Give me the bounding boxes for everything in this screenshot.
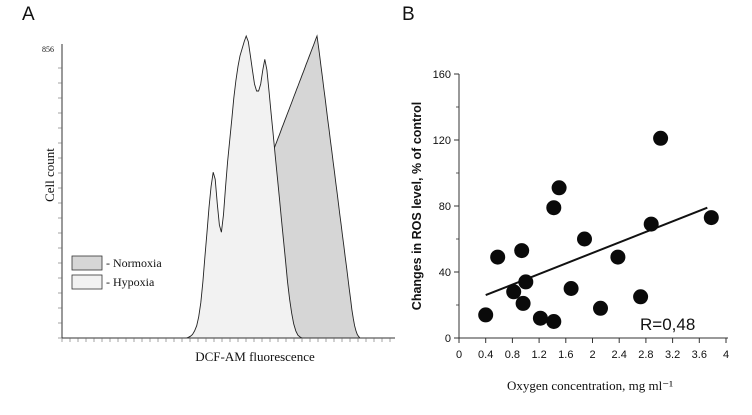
y-tick-label: 80 [439, 201, 451, 213]
y-axis-label: Cell count [42, 148, 57, 202]
data-point [546, 200, 562, 216]
data-point [633, 289, 649, 305]
data-point [563, 281, 579, 296]
data-point [518, 274, 534, 290]
data-point [643, 216, 659, 232]
x-tick-label: 2 [589, 349, 595, 361]
x-axis-label: DCF-AM fluorescence [195, 349, 315, 364]
x-tick-label: 2.4 [612, 349, 627, 361]
panel-b-letter: B [402, 4, 415, 25]
legend-swatch-hypoxia [71, 274, 103, 290]
x-tick-label: 3.6 [692, 349, 707, 361]
legend-label-hypoxia: - Hypoxia [106, 275, 155, 289]
y-tick-label: 0 [445, 333, 451, 345]
data-point [515, 295, 531, 311]
correlation-annotation: R=0,48 [640, 315, 695, 334]
x-tick-label: 1.2 [531, 349, 546, 361]
data-point [532, 310, 548, 326]
x-tick-label: 2.8 [638, 349, 653, 361]
legend: - Normoxia - Hypoxia [71, 255, 162, 290]
x-tick-label: 0.8 [505, 349, 520, 361]
x-axis-label: Oxygen concentration, mg ml⁻¹ [507, 378, 673, 393]
x-tick-label: 3.2 [665, 349, 680, 361]
data-point [577, 231, 592, 247]
data-point [593, 300, 608, 316]
data-point [506, 284, 522, 300]
y-max-label: 856 [42, 45, 54, 54]
data-point [610, 249, 626, 265]
data-point [653, 130, 669, 146]
data-point [478, 307, 494, 323]
panel-b-scatter: B 0 0.4 0.8 1.2 1.6 2 2.4 2.8 3.2 3.6 404080120160… [402, 4, 729, 393]
data-point [490, 249, 506, 265]
legend-label-normoxia: - Normoxia [106, 256, 162, 270]
histogram-areas [176, 34, 362, 339]
x-tick-label: 4 [723, 349, 729, 361]
data-point [514, 243, 530, 259]
panel-a-letter: A [22, 4, 35, 25]
area-hypoxia [176, 34, 303, 339]
data-point [703, 210, 719, 226]
y-tick-label: 120 [433, 135, 451, 147]
data-point [546, 314, 562, 329]
x-tick-label: 0.4 [478, 349, 493, 361]
legend-swatch-normoxia [71, 255, 103, 271]
y-tick-label: 40 [439, 267, 451, 279]
x-tick-label: 1.6 [558, 349, 573, 361]
y-axis-label: Changes in ROS level, % of control [410, 102, 424, 310]
axis-ticks [58, 67, 391, 342]
data-points [478, 130, 719, 329]
x-tick-label: 0 [456, 349, 462, 361]
panel-a-histogram: A 856 Cell count DCF-AM fluorescence - N… [22, 4, 395, 364]
y-tick-label: 160 [433, 69, 451, 81]
data-point [551, 180, 567, 196]
